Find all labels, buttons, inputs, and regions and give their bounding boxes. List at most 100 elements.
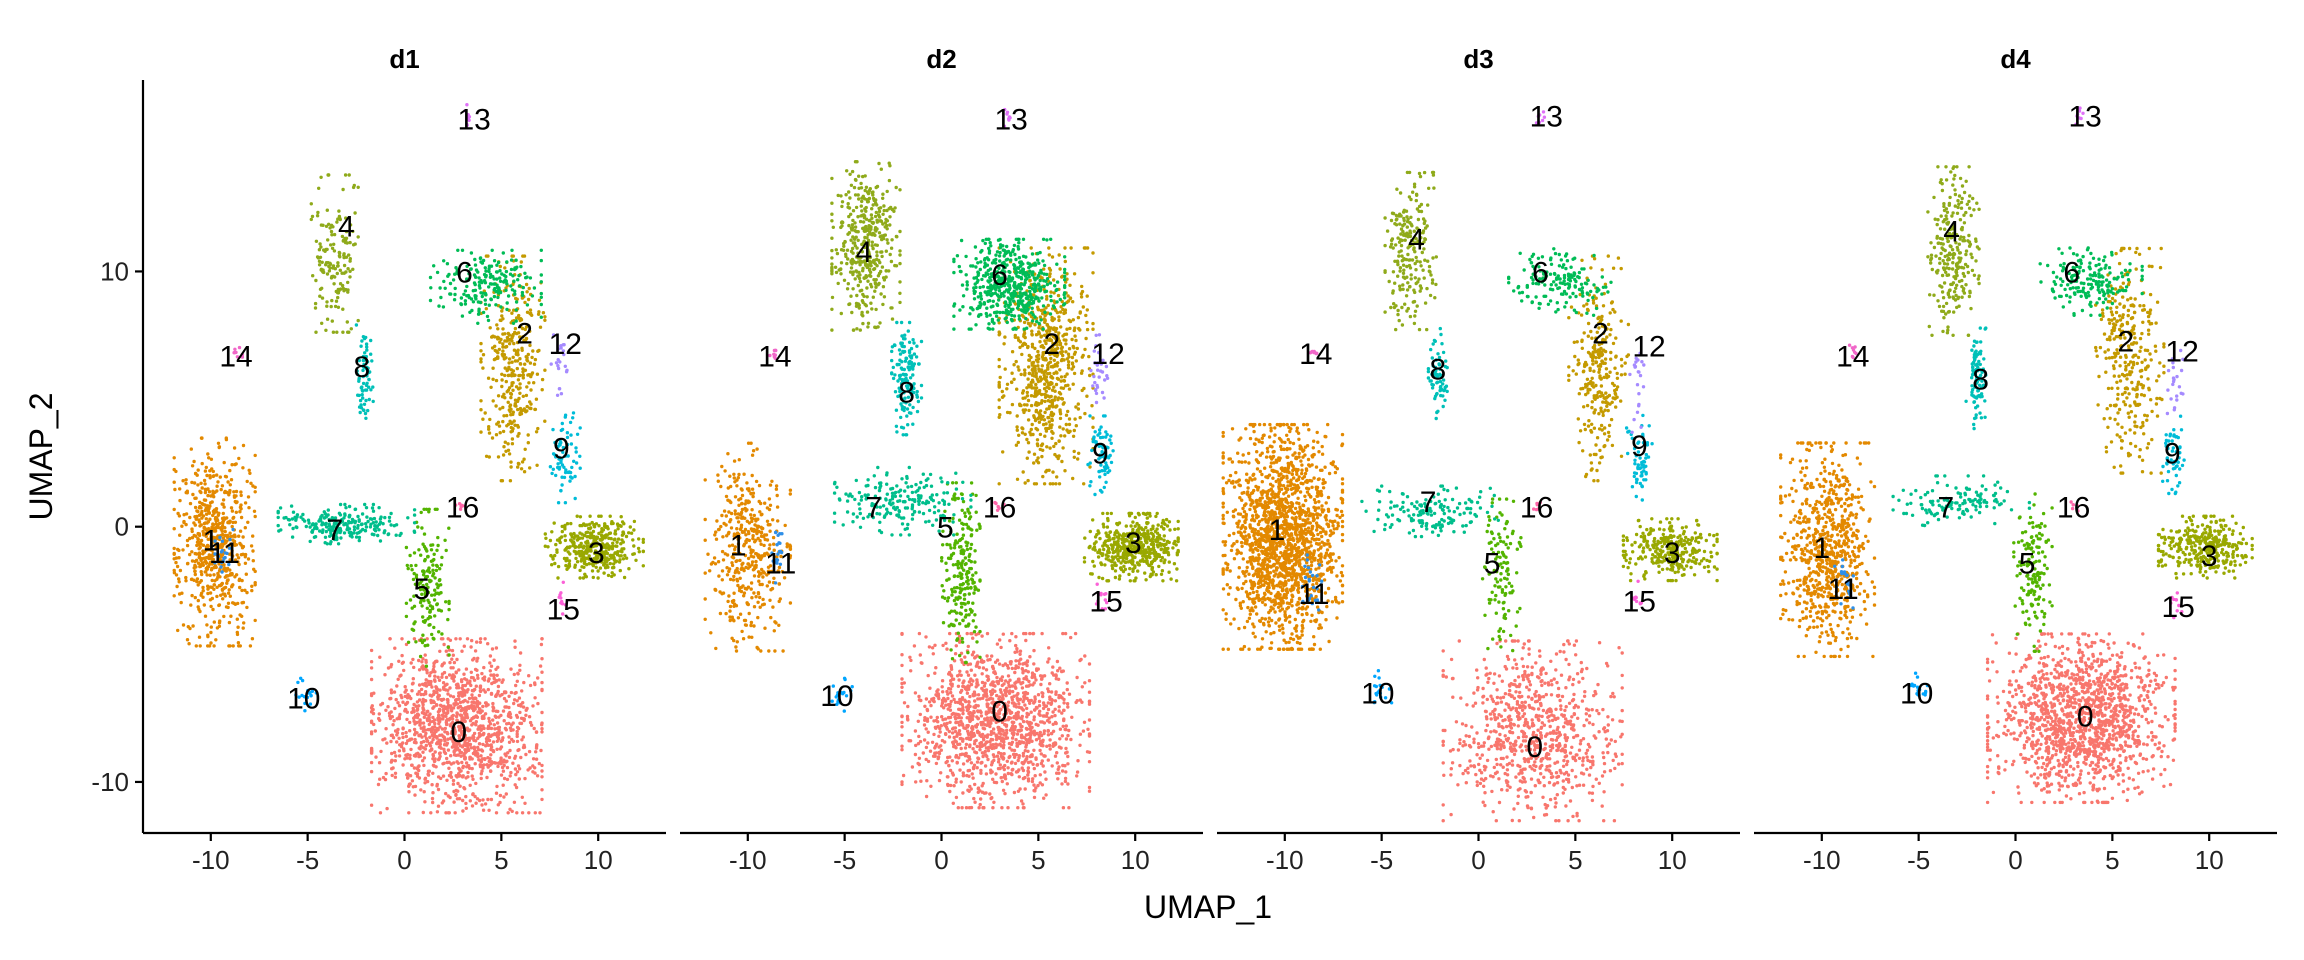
point xyxy=(540,680,544,685)
point xyxy=(447,607,451,612)
point xyxy=(1041,694,1045,699)
point xyxy=(419,788,423,792)
point xyxy=(1066,762,1070,766)
point xyxy=(1023,703,1027,707)
point xyxy=(343,173,348,177)
point xyxy=(435,270,440,275)
point xyxy=(1026,773,1030,777)
point xyxy=(1005,782,1009,786)
point xyxy=(1038,773,1043,777)
point xyxy=(424,737,429,741)
point xyxy=(955,760,959,765)
point xyxy=(1087,690,1092,694)
point xyxy=(432,678,437,682)
point xyxy=(559,428,563,433)
point xyxy=(330,319,334,323)
point xyxy=(332,282,336,286)
point xyxy=(424,547,428,551)
point xyxy=(508,409,512,414)
point xyxy=(450,648,455,653)
point xyxy=(975,760,980,764)
point xyxy=(550,530,554,534)
point xyxy=(443,739,447,743)
point xyxy=(287,518,292,522)
point xyxy=(513,754,518,758)
point xyxy=(1066,705,1070,709)
point xyxy=(188,501,193,506)
point xyxy=(178,568,183,573)
point xyxy=(1063,631,1068,636)
point xyxy=(325,304,329,308)
point xyxy=(1001,663,1005,668)
point xyxy=(243,526,247,530)
point xyxy=(496,684,501,689)
point xyxy=(1062,717,1066,721)
point xyxy=(210,578,214,583)
point xyxy=(1053,699,1058,703)
point xyxy=(1039,682,1043,687)
point xyxy=(549,362,553,366)
point xyxy=(394,523,399,527)
point xyxy=(978,748,982,752)
point xyxy=(427,769,431,773)
point xyxy=(949,699,953,704)
point xyxy=(522,743,526,747)
point xyxy=(1041,691,1045,696)
point xyxy=(518,382,522,386)
point xyxy=(527,381,531,385)
point xyxy=(441,681,446,685)
point xyxy=(346,267,350,271)
point xyxy=(410,763,414,767)
point xyxy=(1038,748,1042,753)
point xyxy=(1014,659,1018,663)
point xyxy=(384,727,388,731)
point xyxy=(488,326,492,330)
point xyxy=(491,366,495,370)
point xyxy=(369,769,374,774)
point xyxy=(960,806,964,810)
point xyxy=(369,706,374,710)
x-tick-label: -10 xyxy=(192,845,230,875)
point xyxy=(311,274,315,278)
point xyxy=(406,776,410,780)
point xyxy=(388,637,392,641)
point xyxy=(334,299,339,303)
point xyxy=(416,713,421,717)
point xyxy=(900,780,904,784)
point xyxy=(507,705,511,710)
point xyxy=(419,510,423,515)
point xyxy=(244,572,248,576)
point xyxy=(174,573,179,577)
point xyxy=(239,490,243,494)
point xyxy=(430,605,435,609)
point xyxy=(553,561,557,566)
point xyxy=(241,535,245,539)
point xyxy=(481,733,485,737)
point xyxy=(484,273,488,278)
point xyxy=(540,788,544,792)
point xyxy=(436,740,440,744)
point xyxy=(428,720,433,724)
point xyxy=(423,559,427,563)
point xyxy=(385,741,389,745)
point xyxy=(484,307,488,311)
point xyxy=(431,727,435,731)
point xyxy=(568,475,573,479)
point xyxy=(518,651,523,655)
point xyxy=(1087,718,1092,722)
point xyxy=(438,745,442,749)
point xyxy=(371,385,375,389)
point xyxy=(540,377,545,382)
point xyxy=(194,644,198,648)
point xyxy=(479,728,483,732)
point xyxy=(487,303,491,307)
point xyxy=(620,520,625,524)
point xyxy=(976,716,980,721)
point xyxy=(350,517,355,522)
point xyxy=(369,719,374,723)
point xyxy=(533,357,538,362)
point xyxy=(499,759,503,763)
point xyxy=(1066,733,1070,738)
point xyxy=(335,271,339,276)
point xyxy=(437,678,442,682)
